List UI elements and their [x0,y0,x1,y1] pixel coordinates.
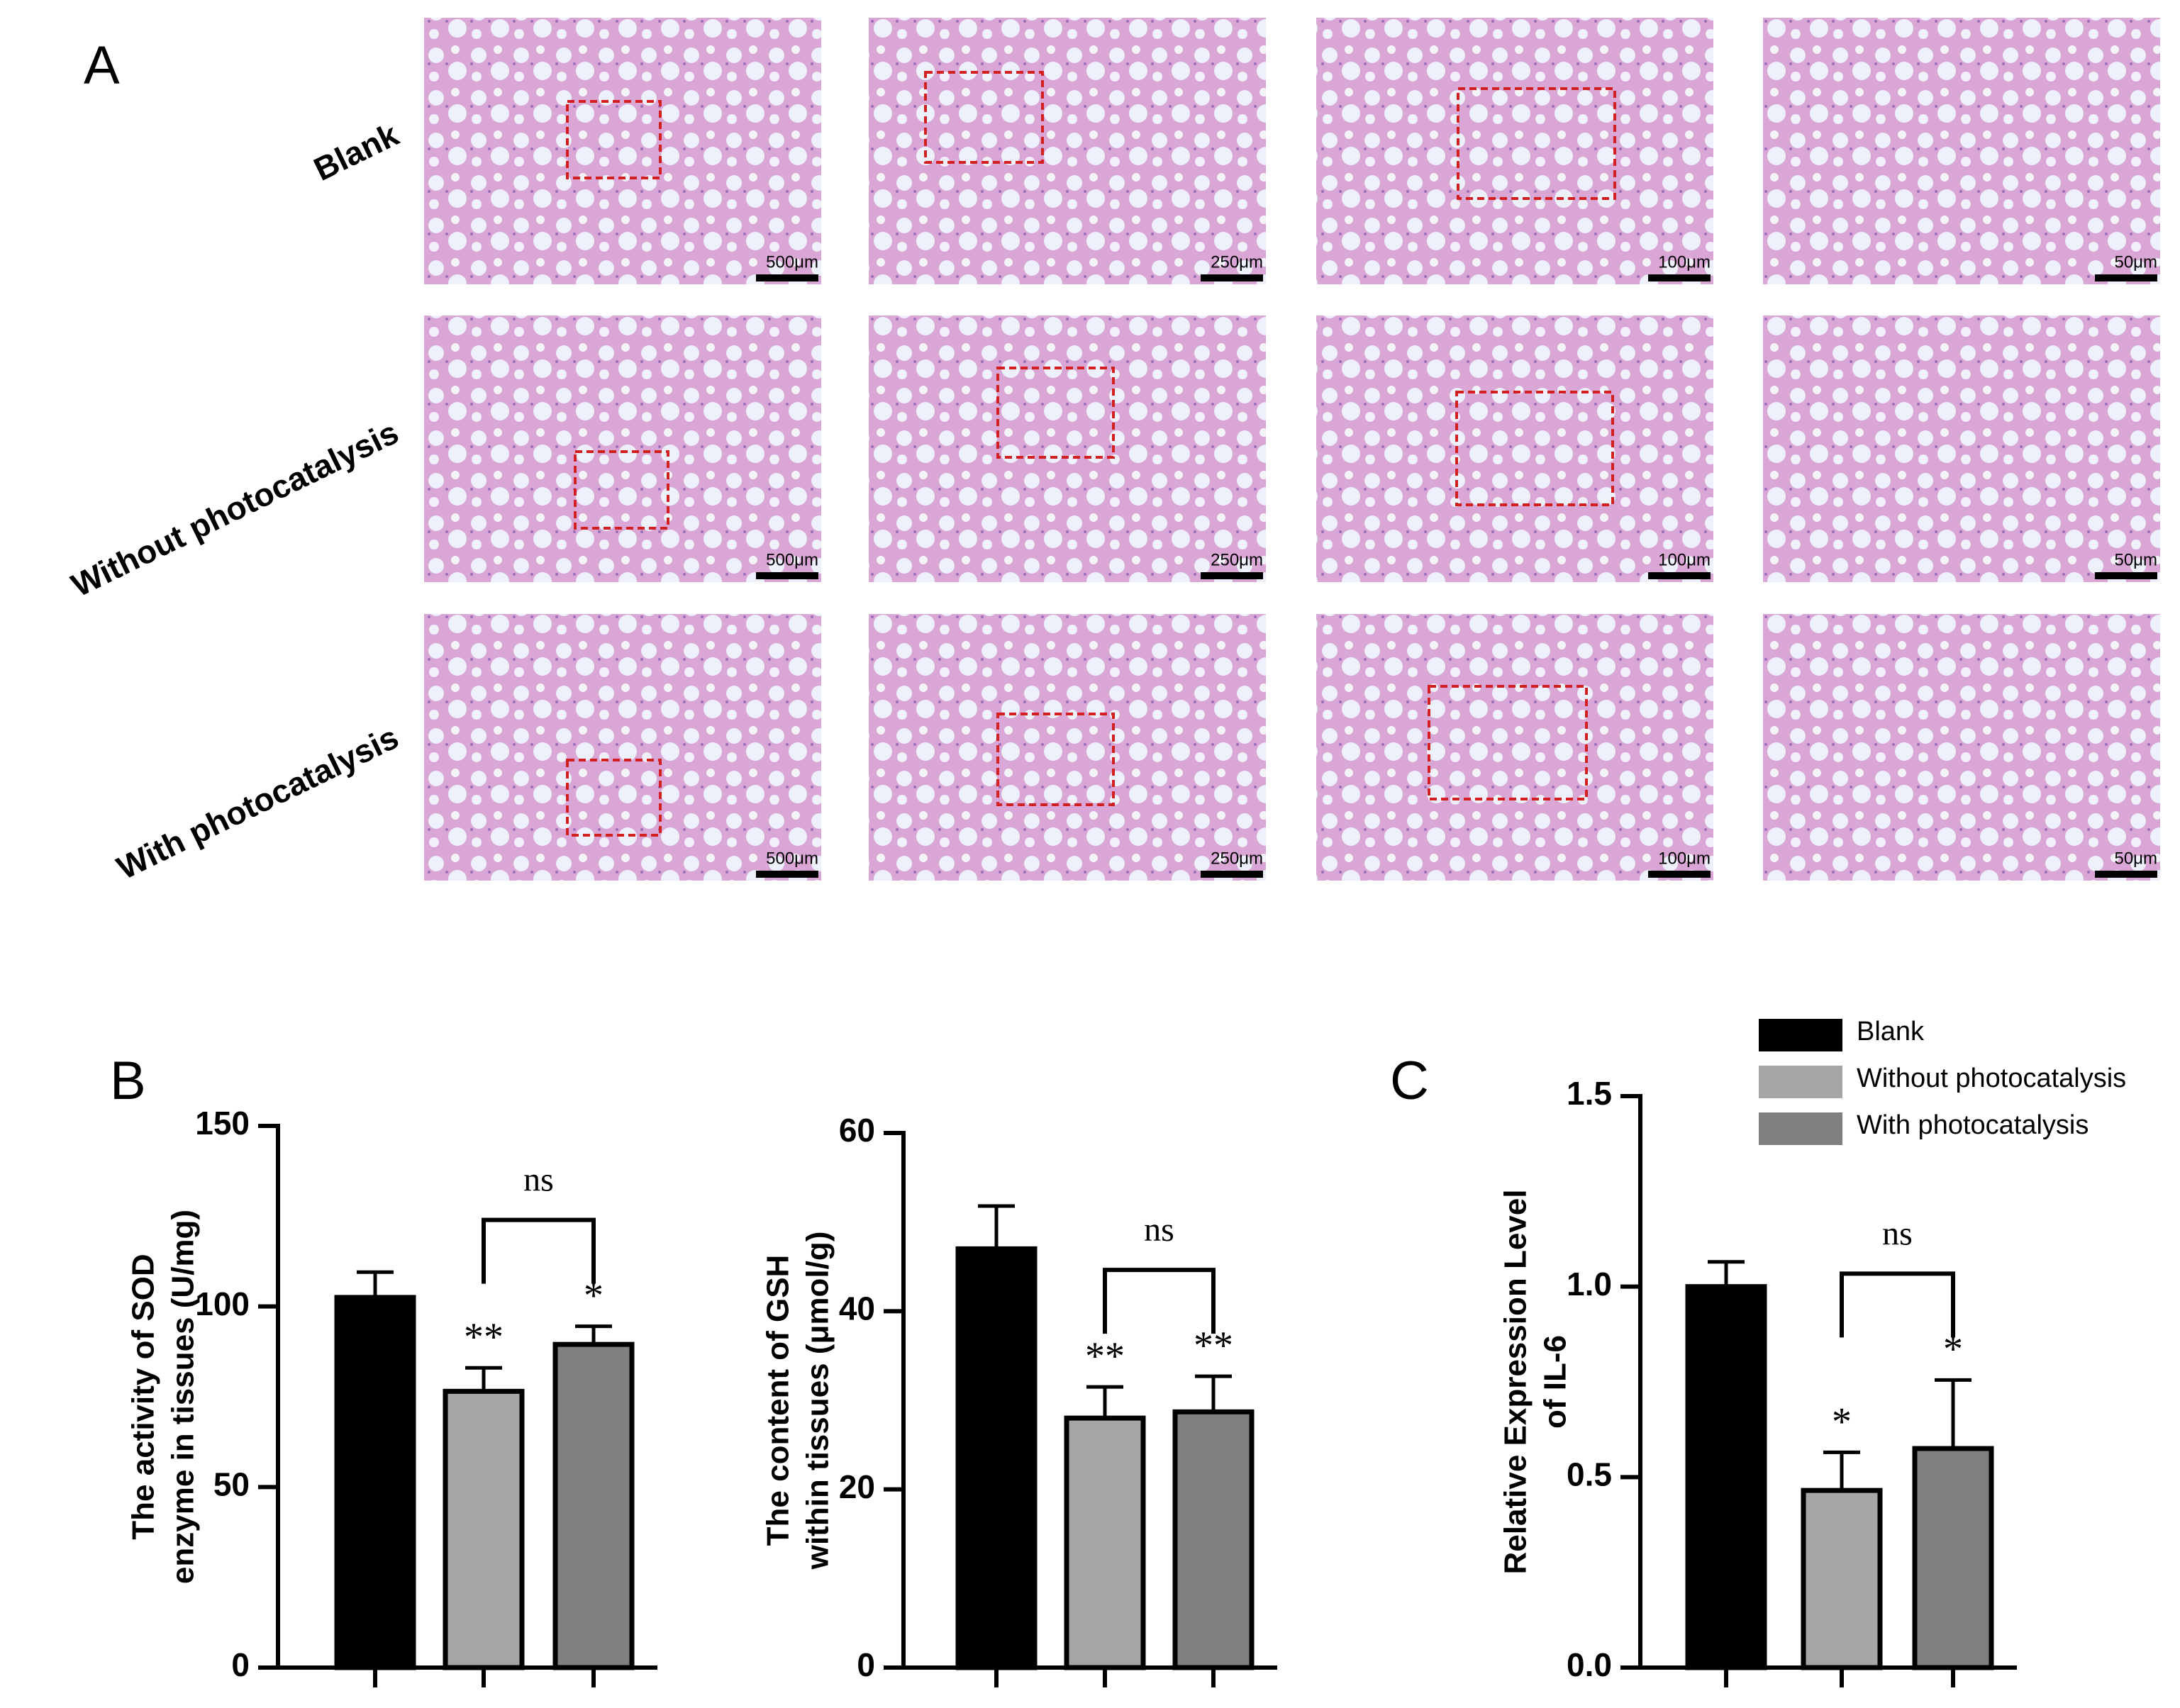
significance: ** [1085,1334,1125,1378]
scale-bar [1201,871,1263,878]
y-tick-label: 60 [839,1112,875,1149]
y-tick-label: 0 [857,1646,875,1683]
bracket-label: ns [1882,1215,1913,1252]
y-tick-label: 40 [839,1290,875,1327]
scale-bar [1201,572,1263,579]
scale-label: 50μm [2114,252,2157,272]
scale-label: 250μm [1211,252,1263,272]
histology-image [1316,18,1713,284]
histology-image [869,614,1266,881]
legend-swatch [1759,1112,1842,1145]
bar [552,1341,635,1670]
bar [1064,1415,1146,1670]
scale-label: 500μm [766,550,818,569]
panel-label: B [110,1051,146,1111]
y-tick-label: 0.5 [1567,1456,1612,1492]
bracket-label: ns [1144,1211,1174,1249]
zoom-box [1457,87,1616,200]
scale-bar [2095,274,2157,281]
scale-label: 500μm [766,849,818,868]
panel-label: C [1390,1051,1429,1111]
scale-label: 100μm [1658,252,1711,272]
histology-image [424,18,821,284]
histology-image [869,316,1266,582]
y-tick-label: 100 [195,1285,250,1322]
legend-swatch [1759,1066,1842,1098]
y-axis-label: within tissues (μmol/g) [801,1232,835,1570]
scale-bar [1648,871,1711,878]
scale-label: 250μm [1211,849,1263,868]
scale-label: 250μm [1211,550,1263,569]
row-label: Without photocatalysis [65,413,404,603]
histology-image [1763,18,2160,284]
zoom-box [566,759,662,837]
y-tick-label: 1.5 [1567,1075,1612,1112]
legend-swatch [1759,1019,1842,1051]
y-axis-label: The content of GSH [761,1255,796,1546]
zoom-box [996,367,1115,459]
y-axis-label: Relative Expression Level [1498,1190,1533,1575]
histology-image [424,316,821,582]
scale-label: 50μm [2114,849,2157,868]
scale-bar [756,871,818,878]
bar [1685,1284,1767,1670]
bar [443,1388,525,1670]
bar [334,1295,416,1670]
histology-image [1763,614,2160,881]
y-tick-label: 20 [839,1468,875,1505]
row-label: Blank [308,116,404,188]
scale-bar [2095,871,2157,878]
y-tick-label: 1.0 [1567,1266,1612,1302]
bracket [482,1217,596,1284]
scale-label: 50μm [2114,550,2157,569]
scale-label: 100μm [1658,849,1711,868]
bracket [1103,1268,1216,1334]
y-axis-label: The activity of SOD [126,1254,161,1539]
y-tick-label: 0 [231,1646,250,1683]
y-axis-label: enzyme in tissues (U/mg) [166,1210,201,1584]
histology-image [869,18,1266,284]
significance: ** [464,1315,504,1359]
scale-bar [2095,572,2157,579]
y-tick-label: 0.0 [1567,1646,1612,1683]
zoom-box [574,450,669,530]
scale-bar [756,274,818,281]
scale-bar [756,572,818,579]
histology-image [1316,316,1713,582]
bar [1912,1446,1994,1670]
zoom-box [1455,391,1614,506]
scale-bar [1648,572,1711,579]
bar [955,1246,1038,1670]
bracket-label: ns [523,1161,554,1199]
zoom-box [996,713,1115,806]
panel-label: A [84,35,120,96]
zoom-box [924,71,1044,164]
row-label: With photocatalysis [111,718,404,886]
scale-bar [1201,274,1263,281]
legend-label: With photocatalysis [1857,1110,2089,1140]
bar [1801,1487,1883,1670]
y-tick-label: 50 [213,1466,250,1502]
significance: * [1832,1400,1852,1444]
zoom-box [566,100,662,179]
scale-label: 100μm [1658,550,1711,569]
bar [1172,1409,1255,1670]
scale-label: 500μm [766,252,818,272]
histology-image [424,614,821,881]
y-axis-label: of IL-6 [1538,1335,1573,1429]
scale-bar [1648,274,1711,281]
histology-image [1763,316,2160,582]
y-tick-label: 150 [195,1105,250,1142]
histology-image [1316,614,1713,881]
legend-label: Without photocatalysis [1857,1064,2126,1093]
bracket [1840,1271,1955,1338]
legend-label: Blank [1857,1017,1925,1046]
